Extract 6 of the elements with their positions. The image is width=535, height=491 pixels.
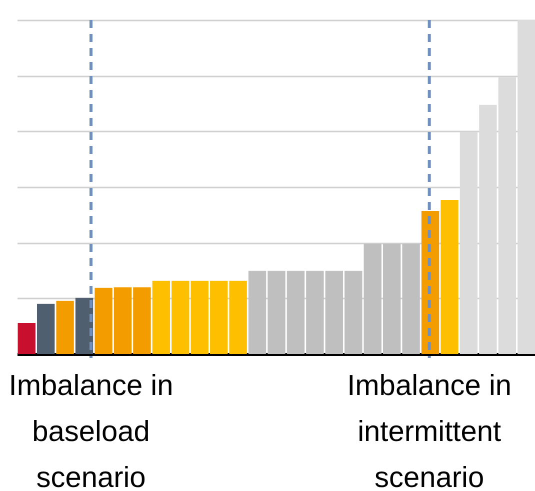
bar [36, 304, 55, 354]
bar [18, 322, 36, 354]
bar [440, 200, 458, 354]
text: Imbalance in baseload scenario [8, 370, 174, 491]
text: Imbalance in intermittent scenario [347, 370, 512, 491]
bar [56, 300, 74, 354]
